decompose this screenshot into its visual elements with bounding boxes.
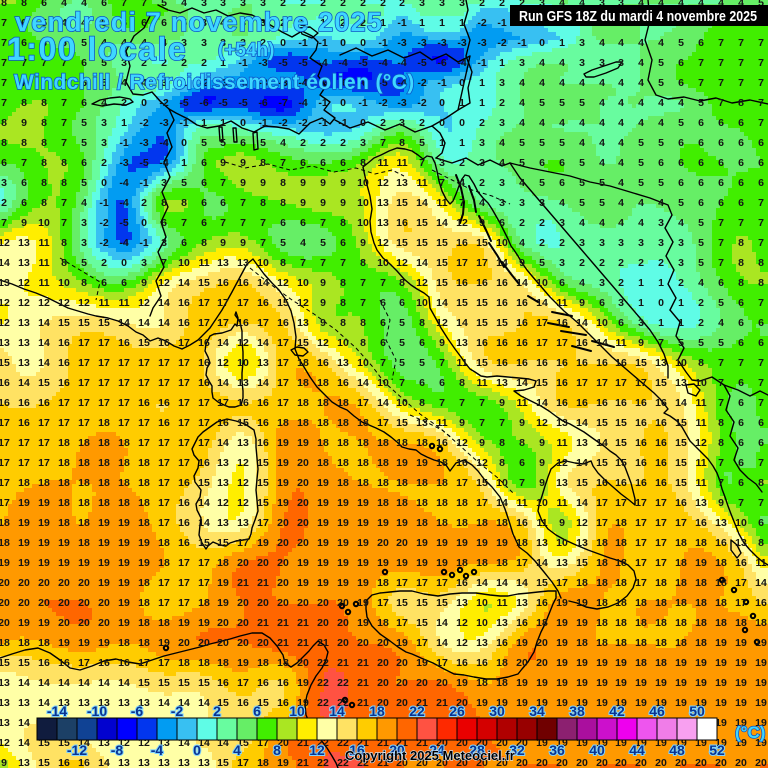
svg-text:-12: -12 <box>67 742 87 758</box>
svg-text:4: 4 <box>233 742 241 758</box>
svg-text:20: 20 <box>389 742 405 758</box>
svg-text:16: 16 <box>349 742 365 758</box>
svg-text:52: 52 <box>709 742 725 758</box>
svg-text:-10: -10 <box>87 703 107 719</box>
svg-text:Run GFS 18Z du mardi 4 novembr: Run GFS 18Z du mardi 4 novembre 2025 <box>519 8 757 25</box>
svg-text:2: 2 <box>213 703 221 719</box>
svg-text:10: 10 <box>289 703 305 719</box>
svg-text:8: 8 <box>273 742 281 758</box>
svg-text:34: 34 <box>529 703 545 719</box>
svg-text:38: 38 <box>569 703 585 719</box>
svg-text:36: 36 <box>549 742 565 758</box>
svg-text:Copyright 2025 Meteociel.fr: Copyright 2025 Meteociel.fr <box>345 748 515 763</box>
svg-text:18: 18 <box>369 703 385 719</box>
svg-text:-2: -2 <box>171 703 184 719</box>
svg-text:26: 26 <box>449 703 465 719</box>
svg-text:-14: -14 <box>47 703 67 719</box>
svg-text:-4: -4 <box>151 742 164 758</box>
svg-text:-8: -8 <box>111 742 124 758</box>
svg-text:46: 46 <box>649 703 665 719</box>
svg-text:-6: -6 <box>131 703 144 719</box>
svg-text:6: 6 <box>253 703 261 719</box>
svg-text:(+54h): (+54h) <box>218 40 275 61</box>
svg-text:1:00 locale: 1:00 locale <box>7 31 187 67</box>
svg-text:24: 24 <box>429 742 445 758</box>
svg-text:0: 0 <box>193 742 201 758</box>
svg-text:44: 44 <box>629 742 645 758</box>
svg-text:vendredi 7 novembre 2025: vendredi 7 novembre 2025 <box>15 7 383 37</box>
svg-text:30: 30 <box>489 703 505 719</box>
svg-text:(°C): (°C) <box>735 723 765 742</box>
svg-text:Windchill / Refroidissement éo: Windchill / Refroidissement éolien (°C) <box>14 71 415 94</box>
svg-text:40: 40 <box>589 742 605 758</box>
svg-text:22: 22 <box>409 703 425 719</box>
svg-text:14: 14 <box>329 703 345 719</box>
svg-text:32: 32 <box>509 742 525 758</box>
svg-text:28: 28 <box>469 742 485 758</box>
svg-text:50: 50 <box>689 703 705 719</box>
svg-text:42: 42 <box>609 703 625 719</box>
svg-text:48: 48 <box>669 742 685 758</box>
svg-text:12: 12 <box>309 742 325 758</box>
